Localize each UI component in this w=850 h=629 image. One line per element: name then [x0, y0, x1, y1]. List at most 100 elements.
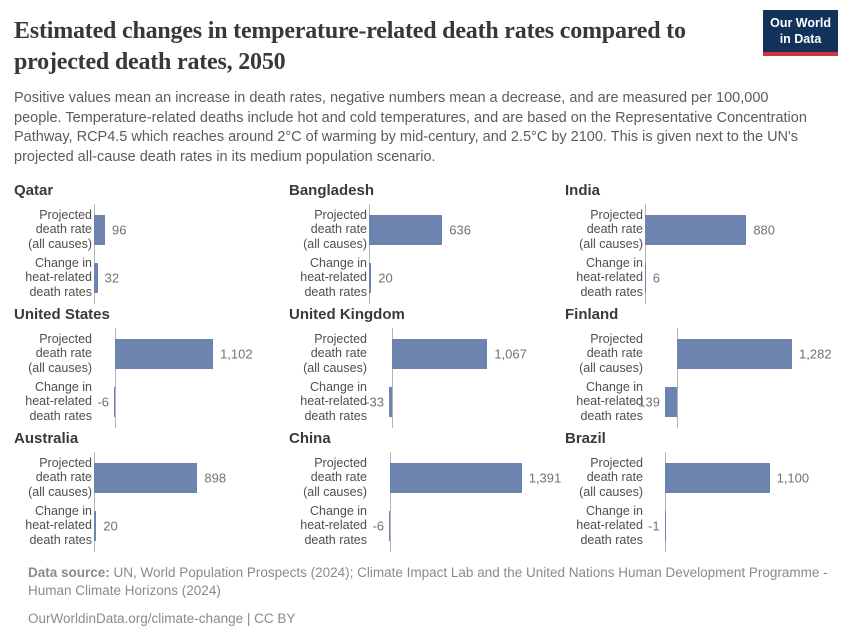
bar-zone: 1,282	[643, 332, 836, 376]
country-panel: China Projected death rate (all causes) 1,…	[289, 430, 565, 552]
data-source-text: UN, World Population Prospects (2024); C…	[28, 564, 828, 599]
bar-row-projected-death-rate: Projected death rate (all causes) 1,100	[565, 456, 836, 500]
value-label: 96	[112, 222, 127, 238]
bar-row-change-heat-related: Change in heat-related death rates 32	[14, 256, 289, 300]
axis-zero-line	[665, 451, 667, 552]
bar-row-projected-death-rate: Projected death rate (all causes) 1,102	[14, 332, 289, 376]
owid-logo: Our World in Data	[763, 10, 838, 57]
bar	[664, 510, 666, 541]
panel-plot: Projected death rate (all causes) 96 Chang…	[14, 203, 289, 304]
bar-label: Projected death rate (all causes)	[579, 455, 643, 499]
panel-plot: Projected death rate (all causes) 880 Chan…	[565, 203, 836, 304]
axis-zero-line	[94, 203, 95, 304]
bar	[665, 386, 678, 417]
data-source-line: Data source: UN, World Population Prospe…	[28, 564, 836, 602]
panel-plot: Projected death rate (all causes) 1,067 Ch…	[289, 327, 565, 428]
country-panel: Bangladesh Projected death rate (all caus…	[289, 182, 565, 304]
bar-zone: 1,102	[92, 332, 289, 376]
bar-label: Projected death rate (all causes)	[28, 331, 92, 375]
bar-row-projected-death-rate: Projected death rate (all causes) 880	[565, 208, 836, 252]
axis-zero-line	[389, 451, 391, 552]
value-label: 1,391	[528, 470, 562, 486]
bar-label: Projected death rate (all causes)	[28, 207, 92, 251]
country-title: Qatar	[14, 181, 54, 199]
country-panel: Australia Projected death rate (all cause…	[14, 429, 289, 552]
bar-zone: -6	[92, 380, 289, 424]
value-label: -139	[633, 394, 660, 410]
axis-zero-line	[94, 451, 95, 552]
panel-plot: Projected death rate (all causes) 1,100 Ch…	[565, 451, 836, 552]
bar-row-change-heat-related: Change in heat-related death rates 6	[565, 256, 836, 300]
country-panel: Qatar Projected death rate (all causes) 96…	[14, 181, 289, 304]
bar-label: Change in heat-related death rates	[25, 503, 92, 547]
license-line: OurWorldinData.org/climate-change | CC B…	[28, 611, 296, 627]
bar-label: Change in heat-related death rates	[300, 255, 367, 299]
bar-label: Change in heat-related death rates	[576, 503, 643, 547]
bar	[665, 462, 770, 493]
bar-zone: 20	[367, 256, 565, 300]
value-label: -6	[372, 518, 384, 534]
bar-zone: 636	[367, 208, 565, 252]
bar-zone: 32	[92, 256, 289, 300]
value-label: 880	[753, 222, 776, 238]
value-label: 1,102	[220, 346, 253, 362]
country-title: United Kingdom	[289, 305, 405, 323]
bar-zone: 1,100	[643, 456, 836, 500]
bar-label: Change in heat-related death rates	[300, 503, 367, 547]
owid-logo-line1: Our World	[770, 16, 831, 30]
bar-row-change-heat-related: Change in heat-related death rates -33	[289, 380, 565, 424]
bar	[369, 262, 372, 293]
bar-label: Change in heat-related death rates	[300, 379, 367, 423]
chart-title: Estimated changes in temperature-related…	[14, 18, 686, 76]
value-label: 20	[378, 270, 393, 286]
value-label: 898	[204, 470, 227, 486]
bar-row-change-heat-related: Change in heat-related death rates 20	[289, 256, 565, 300]
bar	[389, 386, 392, 417]
axis-zero-line	[391, 327, 393, 428]
owid-logo-line2: in Data	[779, 31, 822, 46]
axis-zero-line	[645, 203, 646, 304]
bar-label: Projected death rate (all causes)	[579, 207, 643, 251]
bar-zone: 96	[92, 208, 289, 252]
bar-zone: 1,391	[367, 456, 565, 500]
bar	[677, 338, 793, 369]
country-title: United States	[14, 305, 110, 323]
bar-row-projected-death-rate: Projected death rate (all causes) 1,391	[289, 456, 565, 500]
bar-zone: -1	[643, 504, 836, 548]
country-title: Finland	[565, 305, 619, 323]
bar-row-projected-death-rate: Projected death rate (all causes) 96	[14, 208, 289, 252]
bar-row-change-heat-related: Change in heat-related death rates -6	[14, 380, 289, 424]
bar-row-projected-death-rate: Projected death rate (all causes) 1,067	[289, 332, 565, 376]
bar	[645, 262, 646, 293]
country-panel: United States Projected death rate (all c…	[14, 305, 289, 428]
charts-grid: Qatar Projected death rate (all causes) 96…	[14, 181, 836, 552]
bar	[94, 214, 106, 245]
chart-subtitle: Positive values mean an increase in deat…	[14, 90, 807, 165]
bar-row-change-heat-related: Change in heat-related death rates -1	[565, 504, 836, 548]
axis-zero-line	[114, 327, 116, 428]
country-panel: United Kingdom Projected death rate (all …	[289, 305, 565, 428]
panel-plot: Projected death rate (all causes) 1,282 Ch…	[565, 327, 836, 428]
bar-row-projected-death-rate: Projected death rate (all causes) 1,282	[565, 332, 836, 376]
bar-row-projected-death-rate: Projected death rate (all causes) 898	[14, 456, 289, 500]
bar-zone: 6	[643, 256, 836, 300]
value-label: 1,282	[799, 346, 832, 362]
bar-row-change-heat-related: Change in heat-related death rates -6	[289, 504, 565, 548]
value-label: -1	[648, 518, 660, 534]
country-title: India	[565, 181, 601, 199]
bar	[94, 510, 97, 541]
country-panel: Finland Projected death rate (all causes)…	[565, 305, 836, 428]
bar-label: Change in heat-related death rates	[25, 379, 92, 423]
bar	[94, 262, 98, 293]
value-label: 32	[104, 270, 120, 286]
country-title: Australia	[14, 429, 79, 447]
value-label: 1,100	[776, 470, 810, 486]
bar-zone: -6	[367, 504, 565, 548]
bar-label: Change in heat-related death rates	[25, 255, 92, 299]
chart-footer: Data source: UN, World Population Prospe…	[28, 564, 836, 629]
country-panel: Brazil Projected death rate (all causes) 1…	[565, 430, 836, 552]
bar-label: Projected death rate (all causes)	[28, 455, 92, 499]
bar	[389, 510, 390, 541]
bar-row-change-heat-related: Change in heat-related death rates 20	[14, 504, 289, 548]
bar-row-projected-death-rate: Projected death rate (all causes) 636	[289, 208, 565, 252]
